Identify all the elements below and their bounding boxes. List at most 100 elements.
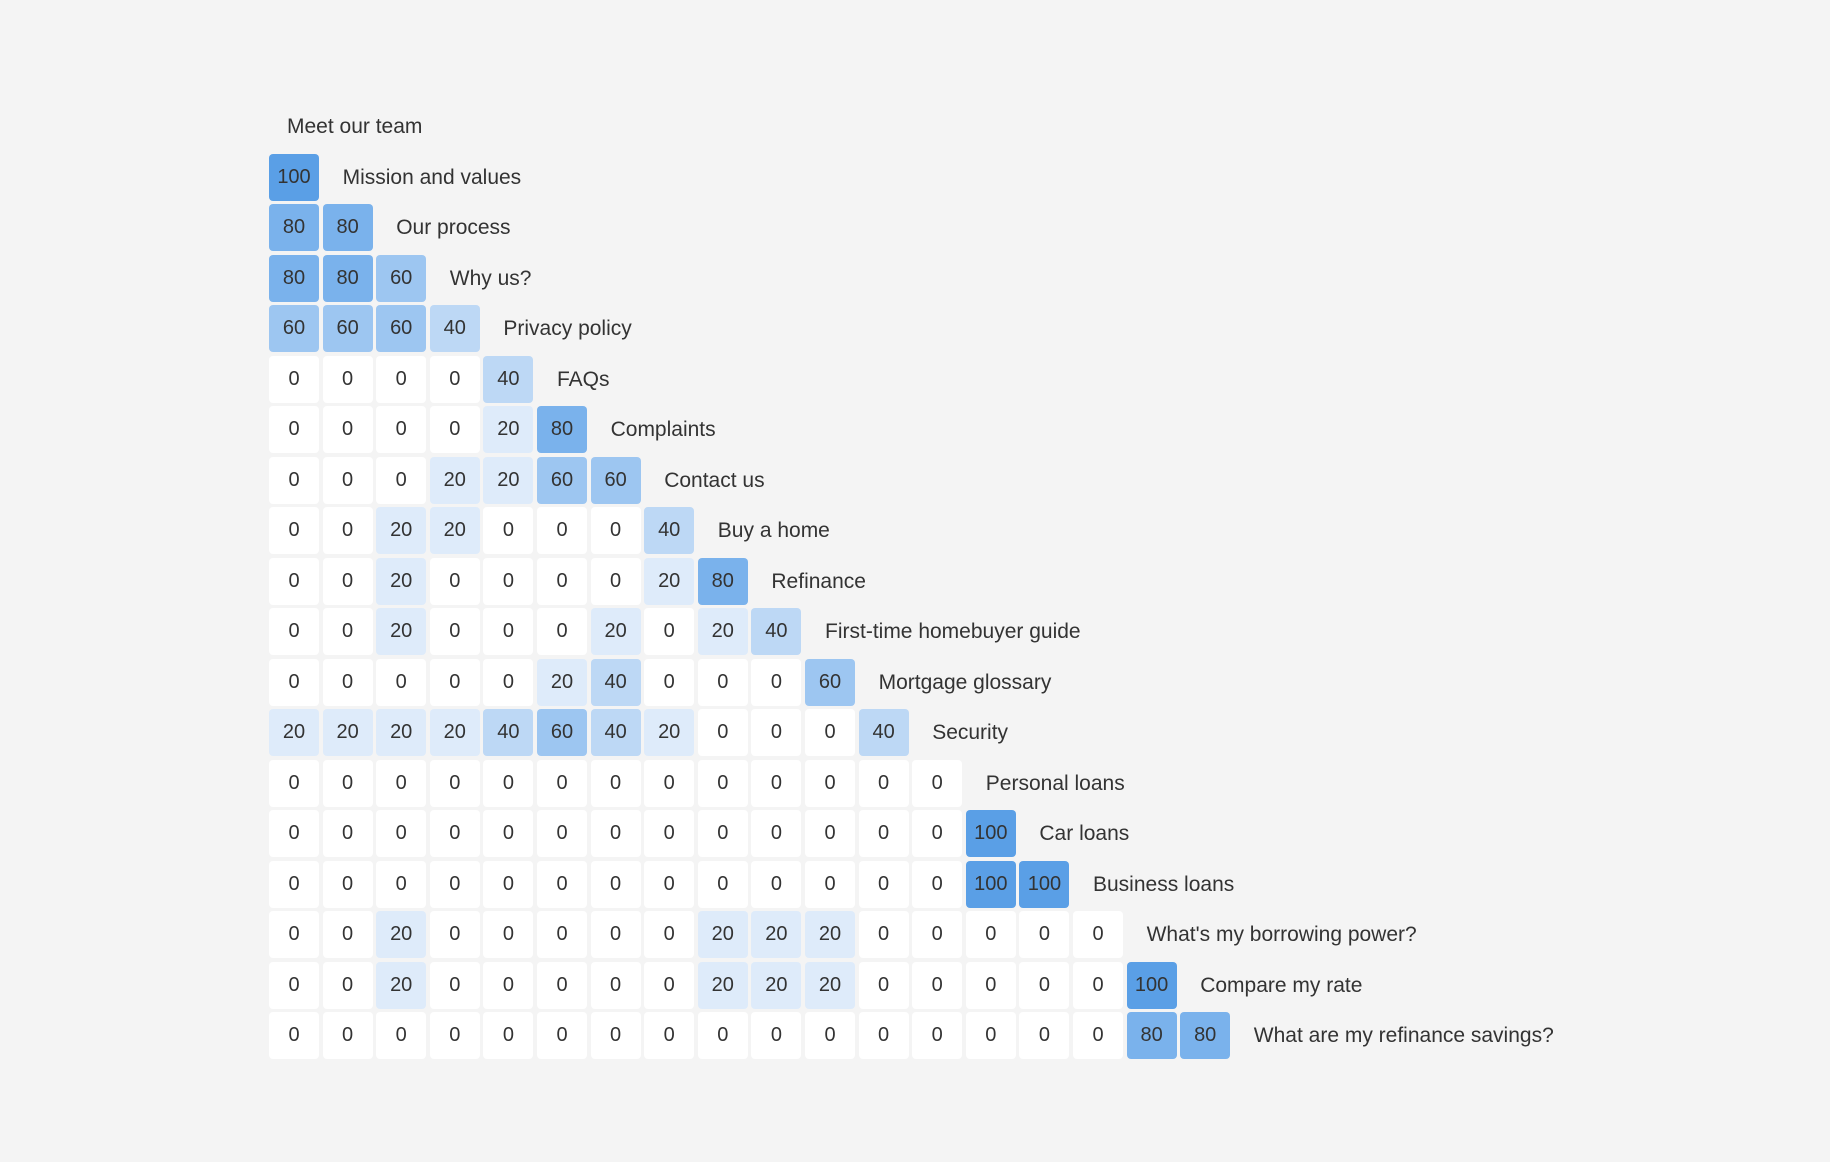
heatmap-cell[interactable]: 0 xyxy=(537,608,587,655)
heatmap-cell[interactable]: 0 xyxy=(1019,961,1070,1009)
heatmap-cell[interactable]: 20 xyxy=(376,557,427,605)
heatmap-cell[interactable]: 80 xyxy=(1180,1012,1231,1059)
heatmap-cell[interactable]: 0 xyxy=(483,507,534,554)
heatmap-cell[interactable]: 100 xyxy=(965,810,1016,857)
heatmap-cell[interactable]: 0 xyxy=(805,810,855,857)
heatmap-cell[interactable]: 0 xyxy=(537,507,587,554)
heatmap-cell[interactable]: 0 xyxy=(537,860,587,908)
heatmap-cell[interactable]: 0 xyxy=(590,911,641,958)
heatmap-cell[interactable]: 0 xyxy=(858,810,909,857)
heatmap-cell[interactable]: 0 xyxy=(429,810,480,857)
heatmap-cell[interactable]: 60 xyxy=(376,254,427,302)
heatmap-cell[interactable]: 0 xyxy=(912,860,963,908)
heatmap-cell[interactable]: 60 xyxy=(537,456,587,504)
heatmap-cell[interactable]: 0 xyxy=(537,1012,587,1059)
heatmap-cell[interactable]: 0 xyxy=(644,860,695,908)
heatmap-cell[interactable]: 0 xyxy=(858,759,909,807)
heatmap-cell[interactable]: 0 xyxy=(429,860,480,908)
heatmap-cell[interactable]: 20 xyxy=(483,456,534,504)
heatmap-cell[interactable]: 0 xyxy=(644,1012,695,1059)
heatmap-cell[interactable]: 20 xyxy=(644,557,695,605)
heatmap-cell[interactable]: 80 xyxy=(537,406,587,453)
heatmap-cell[interactable]: 0 xyxy=(805,860,855,908)
heatmap-cell[interactable]: 0 xyxy=(429,1012,480,1059)
heatmap-cell[interactable]: 0 xyxy=(537,557,587,605)
heatmap-cell[interactable]: 0 xyxy=(269,911,319,958)
heatmap-cell[interactable]: 0 xyxy=(483,860,534,908)
heatmap-cell[interactable]: 0 xyxy=(269,961,319,1009)
heatmap-cell[interactable]: 0 xyxy=(429,961,480,1009)
heatmap-cell[interactable]: 0 xyxy=(697,709,748,756)
heatmap-cell[interactable]: 0 xyxy=(751,810,802,857)
heatmap-cell[interactable]: 0 xyxy=(858,860,909,908)
heatmap-cell[interactable]: 0 xyxy=(429,355,480,403)
heatmap-cell[interactable]: 40 xyxy=(590,709,641,756)
heatmap-cell[interactable]: 0 xyxy=(322,860,373,908)
heatmap-cell[interactable]: 0 xyxy=(751,658,802,706)
heatmap-cell[interactable]: 20 xyxy=(376,709,427,756)
heatmap-cell[interactable]: 0 xyxy=(322,507,373,554)
heatmap-cell[interactable]: 20 xyxy=(376,911,427,958)
heatmap-cell[interactable]: 0 xyxy=(429,406,480,453)
heatmap-cell[interactable]: 0 xyxy=(376,456,427,504)
heatmap-cell[interactable]: 0 xyxy=(590,961,641,1009)
heatmap-cell[interactable]: 0 xyxy=(912,961,963,1009)
heatmap-cell[interactable]: 20 xyxy=(376,507,427,554)
heatmap-cell[interactable]: 0 xyxy=(697,860,748,908)
heatmap-cell[interactable]: 0 xyxy=(751,860,802,908)
heatmap-cell[interactable]: 0 xyxy=(269,658,319,706)
heatmap-cell[interactable]: 0 xyxy=(269,355,319,403)
heatmap-cell[interactable]: 80 xyxy=(697,557,748,605)
heatmap-cell[interactable]: 0 xyxy=(322,557,373,605)
heatmap-cell[interactable]: 60 xyxy=(537,709,587,756)
heatmap-cell[interactable]: 20 xyxy=(322,709,373,756)
heatmap-cell[interactable]: 20 xyxy=(376,608,427,655)
heatmap-cell[interactable]: 0 xyxy=(483,658,534,706)
heatmap-cell[interactable]: 60 xyxy=(269,305,319,352)
heatmap-cell[interactable]: 20 xyxy=(751,961,802,1009)
heatmap-cell[interactable]: 0 xyxy=(322,406,373,453)
heatmap-cell[interactable]: 80 xyxy=(269,254,319,302)
heatmap-cell[interactable]: 20 xyxy=(697,961,748,1009)
heatmap-cell[interactable]: 0 xyxy=(1073,961,1123,1009)
heatmap-cell[interactable]: 80 xyxy=(1126,1012,1177,1059)
heatmap-cell[interactable]: 0 xyxy=(965,1012,1016,1059)
heatmap-cell[interactable]: 0 xyxy=(322,911,373,958)
heatmap-cell[interactable]: 0 xyxy=(376,355,427,403)
heatmap-cell[interactable]: 60 xyxy=(322,305,373,352)
heatmap-cell[interactable]: 0 xyxy=(965,911,1016,958)
heatmap-cell[interactable]: 0 xyxy=(1019,911,1070,958)
heatmap-cell[interactable]: 0 xyxy=(429,608,480,655)
heatmap-cell[interactable]: 0 xyxy=(322,759,373,807)
heatmap-cell[interactable]: 0 xyxy=(322,961,373,1009)
heatmap-cell[interactable]: 0 xyxy=(322,355,373,403)
heatmap-cell[interactable]: 0 xyxy=(537,911,587,958)
heatmap-cell[interactable]: 0 xyxy=(912,759,963,807)
heatmap-cell[interactable]: 0 xyxy=(1019,1012,1070,1059)
heatmap-cell[interactable]: 0 xyxy=(376,1012,427,1059)
heatmap-cell[interactable]: 0 xyxy=(912,810,963,857)
heatmap-cell[interactable]: 20 xyxy=(376,961,427,1009)
heatmap-cell[interactable]: 0 xyxy=(912,1012,963,1059)
heatmap-cell[interactable]: 0 xyxy=(912,911,963,958)
heatmap-cell[interactable]: 20 xyxy=(429,709,480,756)
heatmap-cell[interactable]: 0 xyxy=(483,810,534,857)
heatmap-cell[interactable]: 0 xyxy=(376,860,427,908)
heatmap-cell[interactable]: 0 xyxy=(322,658,373,706)
heatmap-cell[interactable]: 20 xyxy=(590,608,641,655)
heatmap-cell[interactable]: 0 xyxy=(751,1012,802,1059)
heatmap-cell[interactable]: 100 xyxy=(269,153,319,201)
heatmap-cell[interactable]: 0 xyxy=(483,961,534,1009)
heatmap-cell[interactable]: 100 xyxy=(965,860,1016,908)
heatmap-cell[interactable]: 0 xyxy=(697,759,748,807)
heatmap-cell[interactable]: 0 xyxy=(590,860,641,908)
heatmap-cell[interactable]: 0 xyxy=(269,810,319,857)
heatmap-cell[interactable]: 0 xyxy=(483,911,534,958)
heatmap-cell[interactable]: 0 xyxy=(322,1012,373,1059)
heatmap-cell[interactable]: 0 xyxy=(590,1012,641,1059)
heatmap-cell[interactable]: 0 xyxy=(269,860,319,908)
heatmap-cell[interactable]: 40 xyxy=(751,608,802,655)
heatmap-cell[interactable]: 0 xyxy=(697,810,748,857)
heatmap-cell[interactable]: 0 xyxy=(483,608,534,655)
heatmap-cell[interactable]: 20 xyxy=(429,456,480,504)
